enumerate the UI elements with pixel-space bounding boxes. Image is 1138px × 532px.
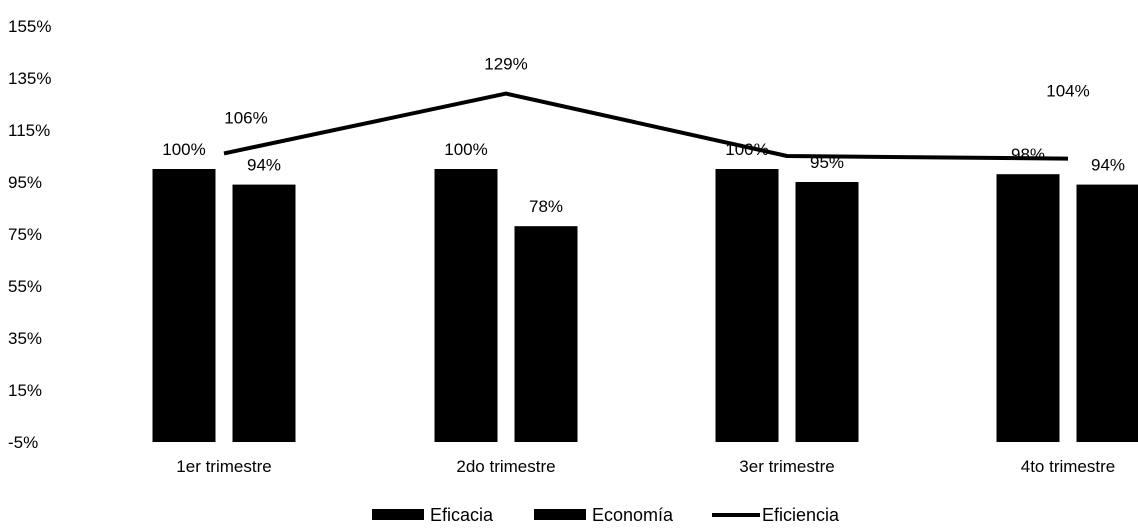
y-tick-label: 135% <box>8 69 51 88</box>
data-label-eficiencia-1: 106% <box>224 108 267 127</box>
data-label-eficacia-4: 98% <box>1011 145 1045 164</box>
y-tick-label: 75% <box>8 225 42 244</box>
x-category-label: 4to trimestre <box>1021 457 1115 476</box>
x-axis: 1er trimestre 2do trimestre 3er trimestre 4… <box>176 457 1115 476</box>
legend-label-eficacia: Eficacia <box>430 505 494 525</box>
data-label-economía-1: 94% <box>247 156 281 175</box>
y-tick-label: 115% <box>8 121 50 140</box>
bars <box>152 169 1138 442</box>
data-label-eficacia-1: 100% <box>162 140 205 159</box>
bar-economía-4 <box>1076 184 1138 442</box>
x-category-label: 2do trimestre <box>456 457 555 476</box>
x-category-label: 3er trimestre <box>739 457 834 476</box>
bar-eficacia-3 <box>715 169 779 442</box>
bar-eficacia-4 <box>996 174 1060 442</box>
data-label-economía-4: 94% <box>1091 156 1125 175</box>
legend-swatch-eficacia <box>372 509 424 520</box>
bar-economía-1 <box>232 184 296 442</box>
eficiencia-line-layer <box>223 91 1069 161</box>
legend-label-economía: Economía <box>592 505 674 525</box>
data-label-eficiencia-4: 104% <box>1046 82 1089 101</box>
bar-eficacia-1 <box>152 169 216 442</box>
legend-label-eficiencia: Eficiencia <box>762 505 840 525</box>
y-tick-label: 95% <box>8 173 42 192</box>
bar-eficacia-2 <box>434 169 498 442</box>
data-labels: 100% 100% 100% 98% 94% 78% 95% 94% 106% 129% 104% <box>162 55 1125 217</box>
y-axis: 155% 135% 115% 95% 75% 55% 35% 15% -5% <box>8 17 51 452</box>
data-label-economía-3: 95% <box>810 153 844 172</box>
y-tick-label: 35% <box>8 329 42 348</box>
y-tick-label: 55% <box>8 277 42 296</box>
bar-economía-3 <box>795 182 859 442</box>
y-tick-label: -5% <box>8 433 38 452</box>
data-label-economía-2: 78% <box>529 197 563 216</box>
data-label-eficiencia-2: 129% <box>484 55 527 74</box>
data-label-eficacia-3: 100% <box>725 140 768 159</box>
y-tick-label: 15% <box>8 381 42 400</box>
bar-economía-2 <box>514 226 578 442</box>
eficiencia-line <box>223 91 1069 161</box>
legend-swatch-economía <box>534 509 586 520</box>
y-tick-label: 155% <box>8 17 51 36</box>
legend: Eficacia Economía Eficiencia <box>372 505 840 525</box>
data-label-eficacia-2: 100% <box>444 140 487 159</box>
x-category-label: 1er trimestre <box>176 457 271 476</box>
